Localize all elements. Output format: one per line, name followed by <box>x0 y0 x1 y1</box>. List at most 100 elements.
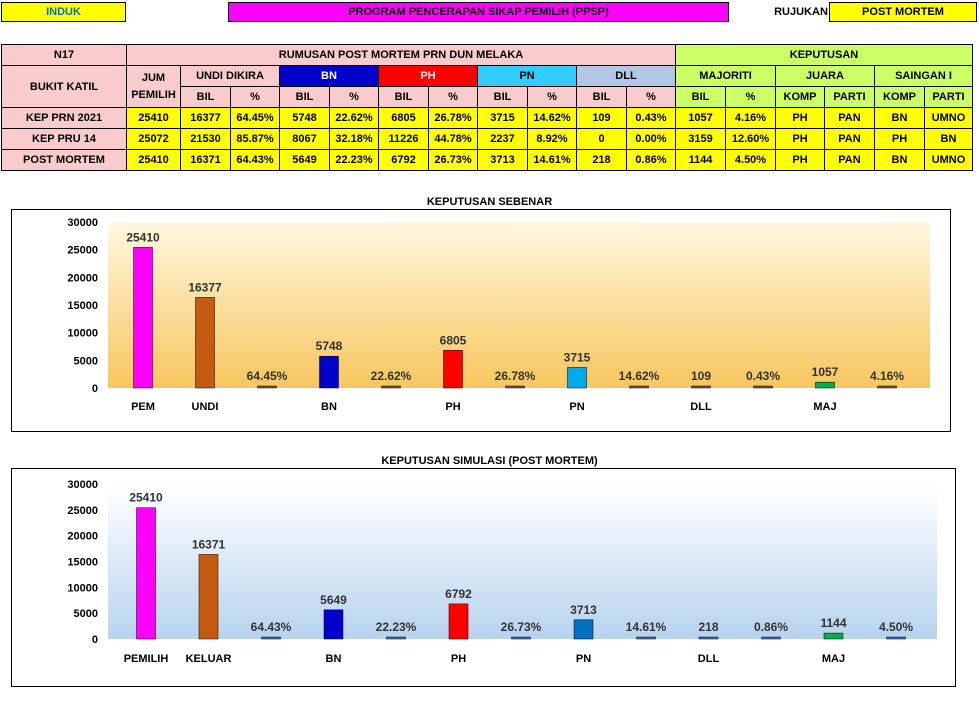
sub-header-bil: BIL <box>675 86 726 108</box>
chart-sebenar: 0 5000 10000 15000 20000 25000 30000 25410 PEM 16… <box>11 209 951 432</box>
table-cell: 1057 <box>675 107 726 129</box>
table-cell: 16377 <box>180 107 231 129</box>
table-cell: 0.00% <box>626 128 676 150</box>
y-tick-label: 15000 <box>67 557 98 569</box>
bar <box>136 507 156 640</box>
table-cell: 14.61% <box>527 149 577 171</box>
table-cell: UMNO <box>924 107 973 129</box>
juara-header: JUARA <box>775 65 875 87</box>
bar <box>133 247 153 389</box>
table-cell: 6805 <box>378 107 429 129</box>
table-cell: PAN <box>824 128 875 150</box>
data-label: 14.62% <box>619 369 660 383</box>
data-label: 4.50% <box>879 620 913 634</box>
data-label: 4.16% <box>870 369 904 383</box>
data-label: 14.61% <box>626 620 667 634</box>
y-tick-label: 30000 <box>67 479 98 491</box>
data-label: 218 <box>698 620 718 634</box>
y-tick-label: 15000 <box>67 300 98 312</box>
dll-header: DLL <box>576 65 676 87</box>
chart-title-simulasi: KEPUTUSAN SIMULASI (POST MORTEM) <box>381 455 598 467</box>
category-label: DLL <box>690 401 712 413</box>
sub-header-bil: BIL <box>279 86 330 108</box>
table-cell: 26.73% <box>428 149 478 171</box>
y-tick-label: 25000 <box>67 505 98 517</box>
data-label: 16371 <box>192 537 226 551</box>
bar <box>823 632 844 640</box>
table-cell: PAN <box>824 107 875 129</box>
sub-header-pct: % <box>626 86 676 108</box>
table-cell: 25410 <box>126 149 181 171</box>
bar <box>815 381 835 389</box>
sub-header-bil: BIL <box>477 86 528 108</box>
keputusan-title: KEPUTUSAN <box>675 44 973 66</box>
data-label: 1057 <box>812 365 839 379</box>
bar <box>629 385 649 389</box>
rujukan-value[interactable]: POST MORTEM <box>829 2 977 22</box>
sub-header-bil: BIL <box>378 86 429 108</box>
data-label: 64.43% <box>251 620 292 634</box>
table-cell: 3713 <box>477 149 528 171</box>
y-tick-label: 25000 <box>67 245 98 257</box>
sub-header-komp: KOMP <box>775 86 825 108</box>
table-row: KEP PRN 2021 25410 16377 64.45% 5748 22.62% 68… <box>1 107 973 129</box>
table-cell: 85.87% <box>230 128 280 150</box>
program-title: PROGRAM PENCERAPAN SIKAP PEMILIH (PPSP) <box>228 2 729 22</box>
sub-header-bil: BIL <box>576 86 627 108</box>
data-label: 26.73% <box>501 620 542 634</box>
table-cell: BN <box>924 128 973 150</box>
data-label: 3713 <box>570 603 597 617</box>
y-tick-label: 10000 <box>67 328 98 340</box>
bar <box>877 385 897 389</box>
majoriti-header: MAJORITI <box>675 65 776 87</box>
bar <box>386 636 406 640</box>
bar <box>505 385 525 389</box>
category-label: MAJ <box>822 653 845 665</box>
bar <box>381 385 401 389</box>
chart-sebenar-svg: 0 5000 10000 15000 20000 25000 30000 25410 PEM 16… <box>67 217 930 413</box>
table-row: POST MORTEM 25410 16371 64.43% 5649 22.23% 679… <box>1 149 973 171</box>
sub-header-parti: PARTI <box>924 86 973 108</box>
table-cell: 21530 <box>180 128 231 150</box>
chart-title-sebenar: KEPUTUSAN SEBENAR <box>426 196 553 208</box>
data-label: 25410 <box>126 230 160 244</box>
category-label: PN <box>576 653 591 665</box>
category-label: MAJ <box>813 401 836 413</box>
table-cell: 22.23% <box>329 149 379 171</box>
table-cell: 44.78% <box>428 128 478 150</box>
table-cell: PH <box>775 149 825 171</box>
induk-button[interactable]: INDUK <box>1 2 126 22</box>
jum-pemilih-header: JUM PEMILIH <box>126 65 181 108</box>
y-tick-label: 30000 <box>67 217 98 229</box>
table-cell: 8.92% <box>527 128 577 150</box>
bar <box>886 636 906 640</box>
bar <box>195 297 215 389</box>
table-cell: PH <box>775 107 825 129</box>
category-label: DLL <box>698 653 720 665</box>
table-cell: 11226 <box>378 128 429 150</box>
row-label: POST MORTEM <box>1 149 127 171</box>
bar <box>636 636 656 640</box>
undi-dikira-header: UNDI DIKIRA <box>180 65 280 87</box>
saingan-header: SAINGAN I <box>874 65 973 87</box>
table-cell: BN <box>874 149 925 171</box>
chart-simulasi: 0 5000 10000 15000 20000 25000 30000 25410 PEMIL… <box>11 468 956 687</box>
table-cell: 8067 <box>279 128 330 150</box>
bar <box>753 385 773 389</box>
table-cell: 3715 <box>477 107 528 129</box>
table-cell: 12.60% <box>725 128 776 150</box>
data-label: 0.86% <box>754 620 788 634</box>
bar <box>198 554 219 640</box>
data-label: 64.45% <box>247 369 288 383</box>
pn-header: PN <box>477 65 577 87</box>
data-label: 0.43% <box>746 369 780 383</box>
ph-header: PH <box>378 65 478 87</box>
table-cell: BN <box>874 107 925 129</box>
table-cell: 25410 <box>126 107 181 129</box>
table-cell: PAN <box>824 149 875 171</box>
category-label: PH <box>445 401 460 413</box>
row-label: KEP PRN 2021 <box>1 107 127 129</box>
sub-header-pct: % <box>230 86 280 108</box>
y-tick-label: 10000 <box>67 582 98 594</box>
table-cell: 218 <box>576 149 627 171</box>
